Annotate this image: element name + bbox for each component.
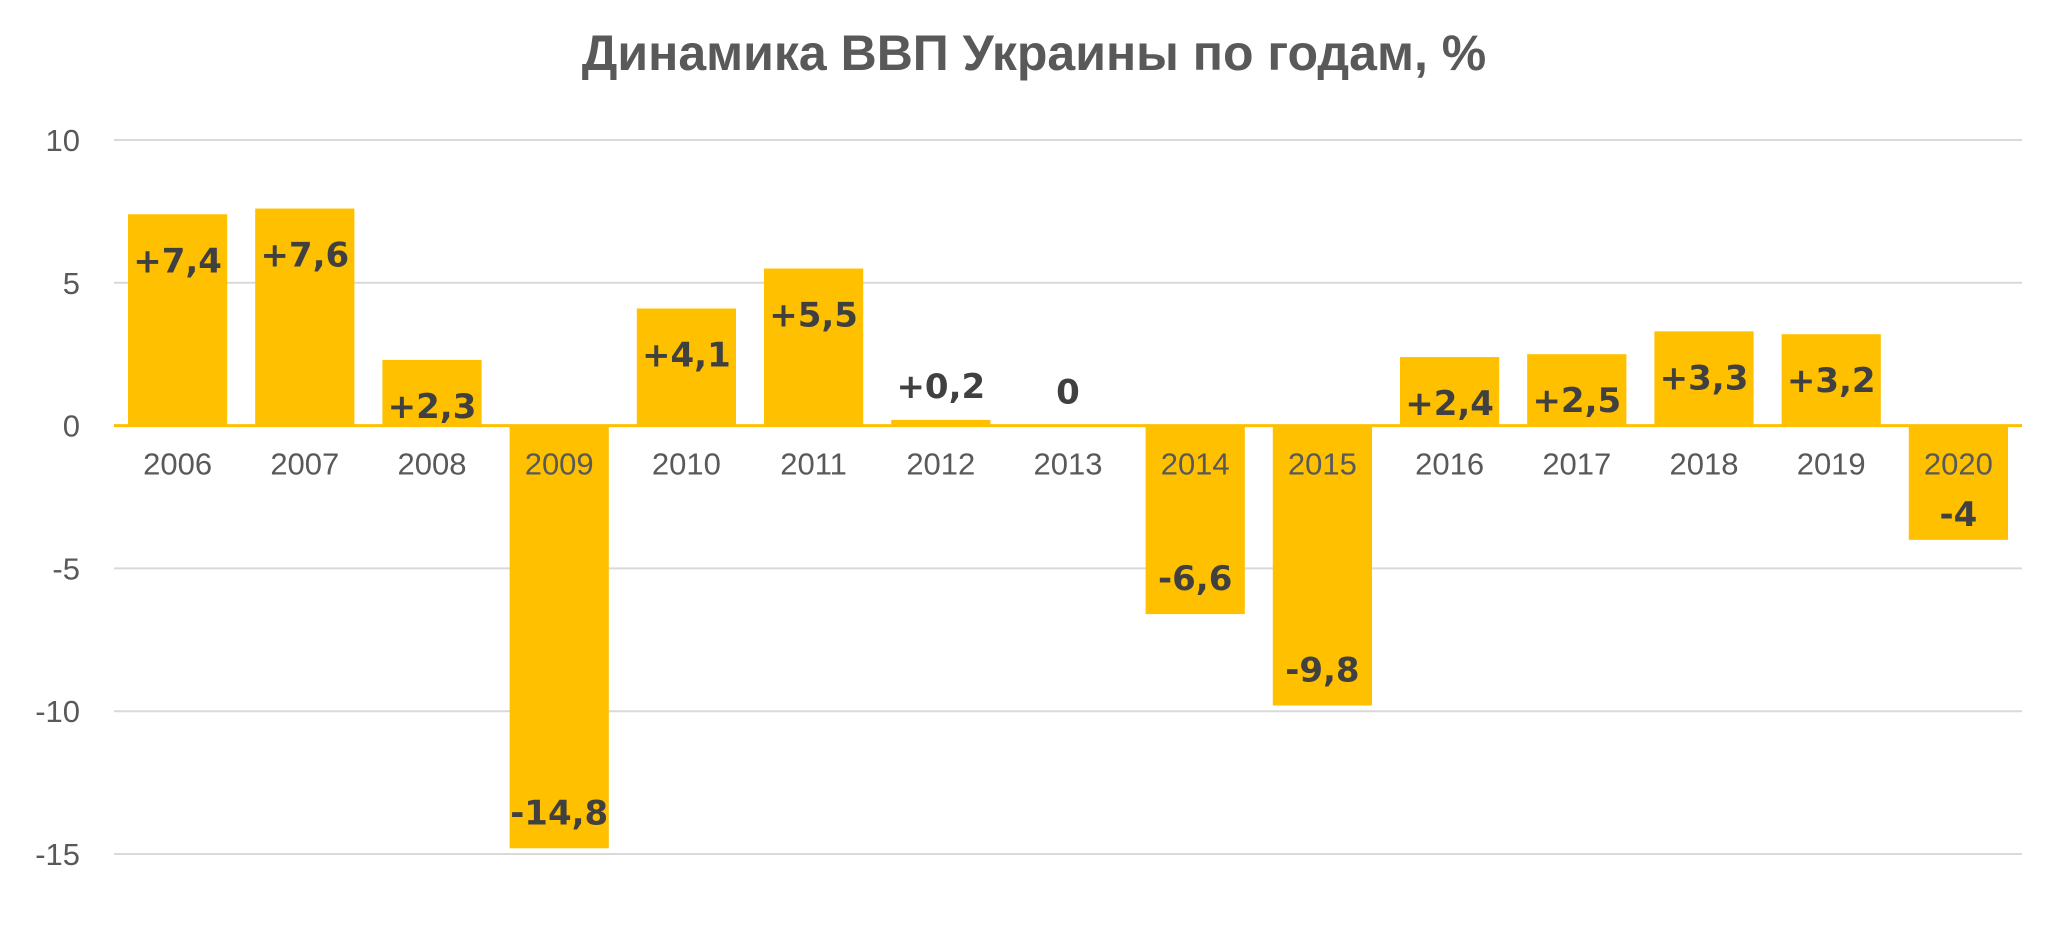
x-tick-label: 2017	[1542, 447, 1611, 482]
bar-2010	[636, 308, 737, 426]
data-label: -6,6	[1158, 559, 1232, 599]
bar-2011	[763, 268, 864, 426]
data-label: -14,8	[510, 793, 608, 833]
x-axis-ticks: 2006 2007 2008 2009 2010 2011 2012 2013 2014 2015…	[143, 447, 1993, 482]
bar-2018	[1654, 331, 1754, 426]
y-tick-label: -5	[52, 551, 80, 586]
x-tick-label: 2016	[1415, 447, 1484, 482]
bar-2020	[1908, 425, 2009, 540]
y-tick-label: -15	[35, 837, 80, 872]
data-label: +2,3	[388, 387, 477, 427]
data-label: -4	[1940, 495, 1978, 535]
bar-2017	[1527, 354, 1627, 426]
data-label: +7,4	[133, 241, 222, 281]
data-label: +0,2	[896, 367, 985, 407]
bar-2012	[891, 419, 991, 426]
y-tick-label: 5	[63, 266, 80, 301]
data-label: -9,8	[1285, 650, 1359, 690]
y-tick-label: 0	[63, 409, 80, 444]
bar-2008	[382, 359, 482, 426]
bar-2009	[509, 425, 609, 849]
y-axis-ticks: 10 5 0 -5 -10 -15	[35, 123, 80, 872]
bars	[127, 208, 2009, 849]
x-tick-label: 2014	[1161, 447, 1230, 482]
bar-2007	[255, 208, 355, 426]
x-tick-label: 2010	[652, 447, 721, 482]
data-label: +5,5	[769, 296, 858, 336]
chart-title: Динамика ВВП Украины по годам, %	[582, 25, 1486, 81]
data-label: +3,2	[1787, 361, 1876, 401]
x-tick-label: 2008	[398, 447, 467, 482]
x-tick-label: 2019	[1797, 447, 1866, 482]
data-label: +2,4	[1405, 384, 1494, 424]
x-tick-label: 2011	[780, 447, 847, 482]
bar-2006	[127, 214, 228, 426]
bar-2014	[1145, 425, 1245, 615]
bar-2019	[1781, 334, 1881, 426]
x-tick-label: 2006	[143, 447, 212, 482]
data-label: 0	[1056, 373, 1080, 413]
x-tick-label: 2018	[1670, 447, 1739, 482]
x-tick-label: 2009	[525, 447, 594, 482]
x-tick-label: 2013	[1034, 447, 1103, 482]
x-tick-label: 2020	[1924, 447, 1993, 482]
data-label: +2,5	[1532, 381, 1621, 421]
data-label: +7,6	[260, 236, 349, 276]
data-label: +4,1	[642, 336, 731, 376]
bar-2015	[1272, 425, 1373, 706]
gridlines	[114, 139, 2022, 855]
x-tick-label: 2007	[270, 447, 339, 482]
y-tick-label: -10	[35, 694, 80, 729]
y-tick-label: 10	[46, 123, 80, 158]
x-tick-label: 2015	[1288, 447, 1357, 482]
x-tick-label: 2012	[906, 447, 975, 482]
data-label: +3,3	[1660, 358, 1749, 398]
bar-2016	[1399, 357, 1500, 426]
data-labels: +7,4 +7,6 +2,3 -14,8 +4,1 +5,5 +0,2 0 -6,6 -9,8 +2…	[133, 236, 1977, 834]
